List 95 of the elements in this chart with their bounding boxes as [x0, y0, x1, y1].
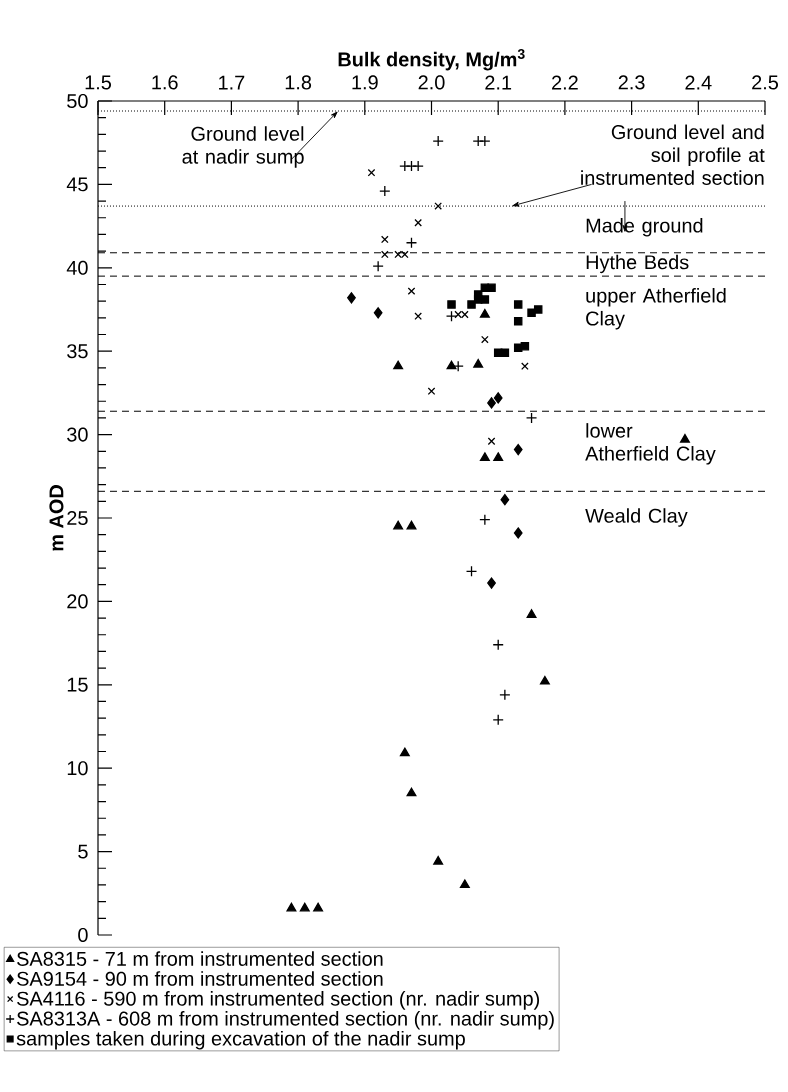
x-tick-label: 2.5 [752, 75, 779, 90]
y-tick-label: 40 [66, 260, 88, 275]
point [379, 185, 391, 197]
point [414, 312, 422, 320]
legend-label: SA8313A - 608 m from instrumented section (nr. nadir sump) [17, 1011, 554, 1030]
y-tick-label: 45 [66, 177, 88, 192]
point [406, 520, 417, 530]
legend-label: SA4116 - 590 m from instrumented section (nr. nadir sump) [17, 991, 540, 1010]
point [520, 341, 530, 351]
annotation: lower Atherfield Clay [585, 423, 716, 465]
x-tick-label: 2.0 [418, 75, 445, 90]
point [493, 452, 504, 462]
point [487, 397, 496, 409]
point [399, 747, 410, 757]
point [493, 392, 503, 404]
point [446, 360, 457, 370]
point [526, 609, 537, 618]
point [372, 260, 384, 272]
point [459, 879, 470, 889]
point [513, 443, 523, 456]
point [480, 295, 490, 304]
annotation: Ground level at nadir sump [182, 126, 304, 168]
point [539, 675, 550, 685]
point [414, 218, 422, 227]
y-axis-title: m AOD [49, 485, 64, 551]
point [373, 307, 383, 319]
point [407, 287, 416, 295]
x-tick-label: 2.1 [485, 75, 512, 90]
point [367, 168, 376, 177]
annotation: Ground level and soil profile at instrumented section [581, 124, 765, 185]
annotation: Hythe Beds [586, 254, 689, 274]
annotation: Made ground [586, 217, 703, 237]
point [380, 250, 389, 259]
y-tick-label: 20 [67, 594, 88, 609]
point [467, 300, 476, 309]
point [479, 514, 491, 526]
point [500, 494, 510, 506]
point [487, 577, 496, 589]
point [525, 412, 538, 424]
legend-label: SA9154 - 90 m from instrumented section [17, 971, 383, 986]
x-tick-label: 1.7 [219, 75, 245, 90]
point [479, 308, 490, 318]
point [513, 527, 523, 539]
point [313, 902, 324, 912]
point [479, 135, 491, 147]
point [427, 387, 436, 396]
y-tick-label: 15 [67, 677, 88, 692]
point [405, 237, 418, 249]
point [434, 202, 442, 210]
x-axis-title: Bulk density, Mg/m$^{3}$ [338, 49, 525, 71]
x-tick-label: 1.9 [352, 75, 378, 90]
y-tick-label: 0 [78, 927, 88, 943]
x-tick-label: 2.2 [552, 75, 578, 90]
point [481, 335, 489, 344]
point [445, 310, 458, 322]
point [487, 437, 496, 446]
y-tick-label: 5 [78, 844, 88, 859]
point [513, 316, 523, 326]
x-tick-label: 1.6 [152, 75, 178, 90]
point [513, 300, 523, 309]
point [492, 639, 504, 651]
point [679, 433, 690, 443]
point [432, 135, 444, 147]
point [479, 452, 490, 462]
point [299, 902, 310, 912]
x-tick-label: 2.3 [618, 75, 645, 90]
y-tick-label: 35 [67, 344, 88, 359]
x-tick-label: 2.4 [685, 75, 712, 90]
point [393, 360, 404, 370]
point [406, 787, 417, 797]
y-tick-label: 25 [67, 510, 88, 526]
point [393, 520, 404, 530]
point [473, 358, 484, 368]
legend-label: SA8315 - 71 m from instrumented section [17, 951, 383, 966]
point [286, 902, 297, 912]
point [347, 292, 356, 304]
y-tick-label: 10 [67, 761, 88, 776]
point [521, 362, 529, 371]
y-tick-label: 30 [67, 427, 88, 442]
point [412, 160, 424, 172]
x-tick-label: 1.8 [285, 75, 312, 90]
point [500, 348, 510, 358]
point [492, 714, 504, 726]
point [380, 235, 389, 244]
legend-label: samples taken during excavation of the nadir sump [16, 1030, 465, 1050]
point [465, 565, 478, 578]
y-tick-label: 50 [67, 93, 88, 109]
point [533, 305, 543, 314]
annotation: Weald Clay [585, 508, 688, 527]
x-tick-label: 1.5 [85, 75, 112, 90]
point [499, 689, 511, 701]
point [487, 283, 496, 293]
point [447, 300, 456, 309]
annotation: upper Atherfield Clay [586, 288, 726, 330]
point [433, 855, 444, 865]
